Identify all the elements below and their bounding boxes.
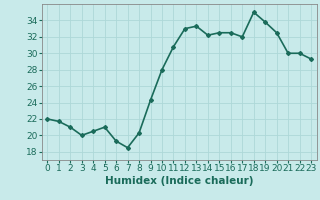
X-axis label: Humidex (Indice chaleur): Humidex (Indice chaleur) (105, 176, 253, 186)
